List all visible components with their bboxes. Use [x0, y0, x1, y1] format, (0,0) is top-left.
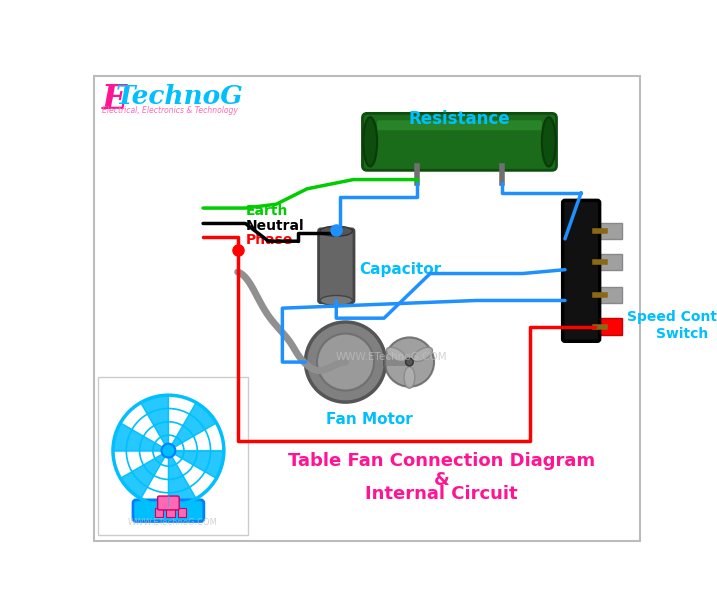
- Ellipse shape: [542, 117, 556, 166]
- Text: Table Fan Connection Diagram: Table Fan Connection Diagram: [288, 452, 595, 470]
- Ellipse shape: [364, 117, 377, 166]
- Circle shape: [385, 337, 434, 387]
- Ellipse shape: [404, 367, 415, 388]
- Bar: [178, 508, 186, 517]
- Bar: [597, 254, 622, 269]
- Text: Electrical, Electronics & Technology: Electrical, Electronics & Technology: [103, 106, 238, 115]
- Ellipse shape: [386, 347, 406, 362]
- Text: Earth: Earth: [245, 204, 288, 218]
- Ellipse shape: [413, 347, 432, 362]
- Text: Resistance: Resistance: [409, 109, 511, 128]
- Text: WWW.ETechnoG.COM: WWW.ETechnoG.COM: [336, 352, 447, 362]
- Ellipse shape: [320, 226, 353, 236]
- Text: WWW.ETechnoG.COM: WWW.ETechnoG.COM: [128, 518, 217, 527]
- Text: &: &: [434, 470, 450, 489]
- FancyBboxPatch shape: [318, 229, 354, 303]
- Bar: [597, 224, 622, 239]
- Circle shape: [406, 358, 413, 366]
- FancyBboxPatch shape: [563, 200, 599, 342]
- FancyBboxPatch shape: [377, 120, 542, 130]
- Text: Fan Motor: Fan Motor: [326, 412, 413, 427]
- FancyBboxPatch shape: [363, 114, 556, 170]
- Polygon shape: [168, 451, 196, 506]
- Bar: [98, 378, 248, 535]
- Polygon shape: [120, 451, 168, 499]
- Ellipse shape: [320, 296, 353, 306]
- Text: Capacitor: Capacitor: [359, 262, 442, 277]
- Polygon shape: [168, 451, 224, 478]
- Text: Phase: Phase: [245, 233, 293, 247]
- Bar: [166, 508, 174, 517]
- Circle shape: [305, 322, 386, 402]
- FancyBboxPatch shape: [158, 496, 179, 510]
- Circle shape: [161, 444, 176, 458]
- Bar: [155, 508, 163, 517]
- Text: E: E: [103, 82, 128, 115]
- Circle shape: [317, 334, 374, 390]
- Polygon shape: [168, 403, 217, 451]
- Polygon shape: [141, 395, 168, 451]
- Bar: [597, 287, 622, 303]
- Polygon shape: [113, 423, 168, 451]
- Bar: [597, 318, 622, 335]
- Text: Speed Control
Switch: Speed Control Switch: [627, 310, 717, 341]
- Text: Neutral: Neutral: [245, 219, 304, 233]
- Text: Internal Circuit: Internal Circuit: [366, 485, 518, 503]
- FancyBboxPatch shape: [133, 500, 204, 521]
- Text: TechnoG: TechnoG: [116, 84, 244, 109]
